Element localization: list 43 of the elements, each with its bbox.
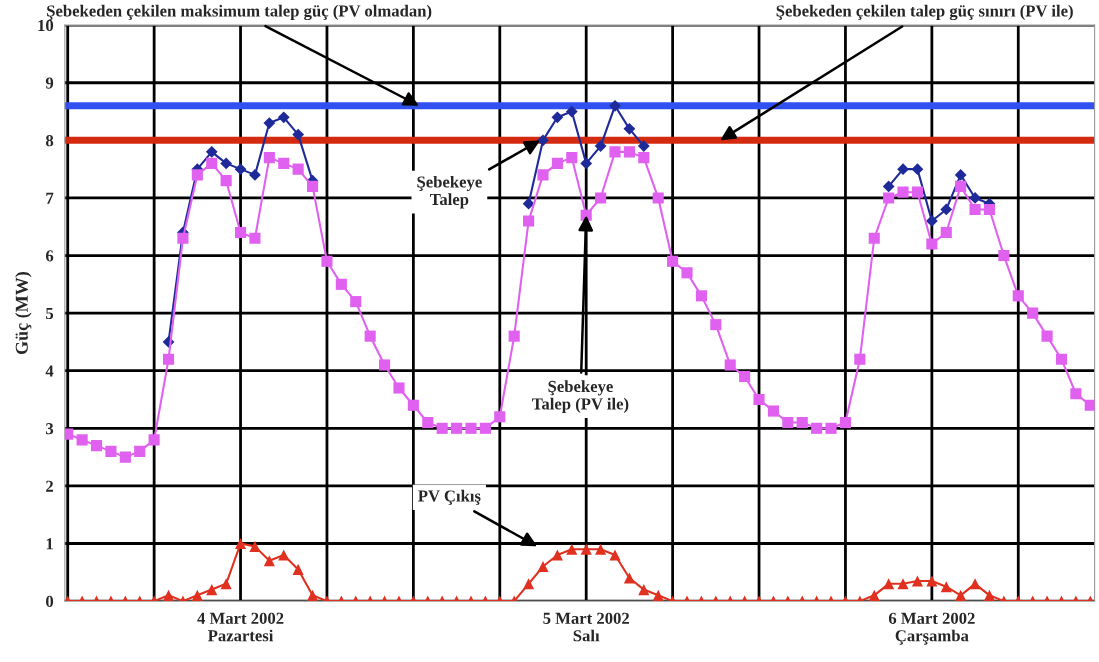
ref-line-label: Şebekeden çekilen talep güç sınırı (PV ile) bbox=[776, 4, 1073, 21]
point bbox=[565, 105, 578, 118]
point bbox=[954, 169, 967, 181]
point bbox=[940, 203, 953, 216]
y-tick-label: 1 bbox=[46, 538, 53, 550]
point bbox=[234, 163, 247, 176]
point bbox=[911, 163, 924, 176]
point bbox=[249, 169, 261, 181]
y-tick-label: 9 bbox=[45, 77, 54, 89]
point bbox=[205, 145, 218, 158]
point bbox=[537, 134, 549, 147]
annotation: Şebekeye Talep bbox=[417, 175, 482, 209]
y-tick-label: 2 bbox=[46, 480, 54, 492]
point bbox=[925, 215, 938, 227]
x-tick-label: 4 Mart 2002 Pazartesi bbox=[197, 612, 284, 642]
point bbox=[292, 128, 305, 141]
point bbox=[969, 192, 981, 204]
point bbox=[522, 197, 535, 210]
y-tick-label: 4 bbox=[45, 365, 54, 377]
point bbox=[623, 122, 636, 135]
point bbox=[263, 117, 276, 129]
y-tick-label: 6 bbox=[45, 250, 54, 262]
point bbox=[897, 163, 909, 176]
point bbox=[277, 111, 290, 124]
annotation: PV Çıkış bbox=[418, 489, 481, 505]
point bbox=[580, 157, 593, 170]
point bbox=[609, 99, 621, 112]
point bbox=[882, 180, 895, 193]
point bbox=[594, 140, 607, 152]
y-tick-label: 5 bbox=[46, 307, 54, 320]
point bbox=[551, 111, 564, 124]
y-tick-label: 7 bbox=[46, 192, 54, 204]
y-tick-label: 3 bbox=[46, 423, 54, 435]
point bbox=[220, 157, 233, 170]
x-tick-label: 6 Mart 2002 Çarşamba bbox=[888, 612, 975, 645]
y-axis-title: Güç (MW) bbox=[15, 272, 32, 355]
y-tick-label: 10 bbox=[38, 19, 54, 32]
point bbox=[637, 140, 650, 152]
ref-line-label: Şebekeden çekilen maksimum talep güç (PV olmadan) bbox=[47, 4, 432, 21]
y-tick-label: 8 bbox=[45, 135, 54, 147]
annotation: Şebekeye Talep (PV ile) bbox=[532, 380, 629, 413]
x-tick-label: 5 Mart 2002 Salı bbox=[543, 612, 629, 642]
y-tick-label: 0 bbox=[46, 595, 54, 608]
